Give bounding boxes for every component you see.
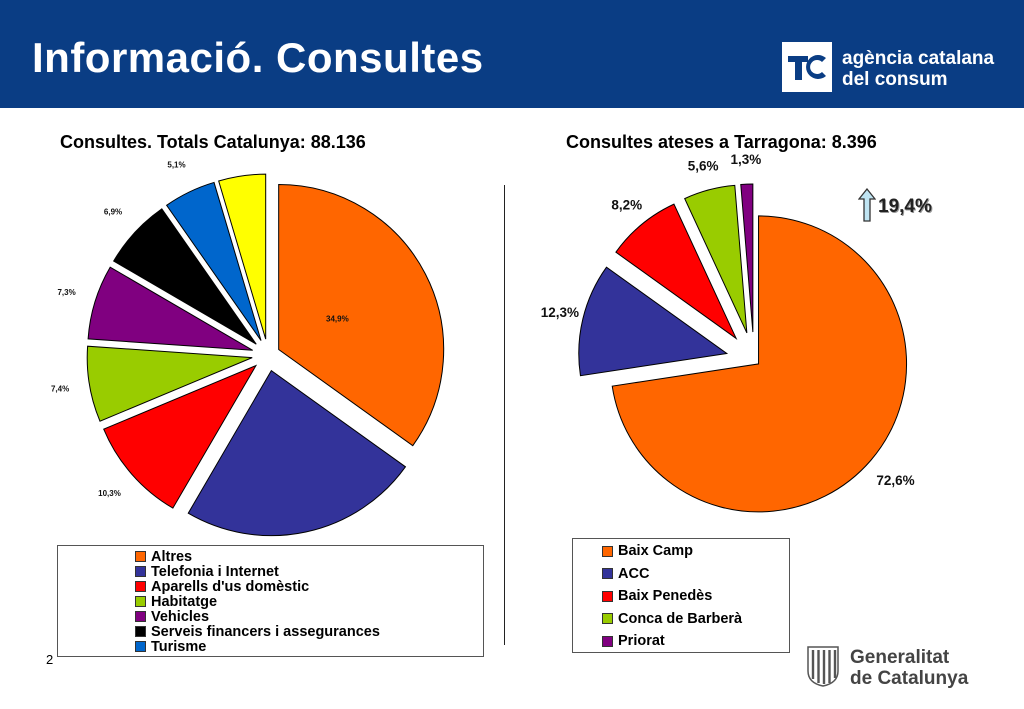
catalunya-legend-swatch-7 — [135, 641, 146, 652]
tarragona-data-label-5: 1,3% — [730, 152, 761, 167]
agency-logo-line1: agència catalana — [842, 48, 995, 69]
tarragona-slice-1 — [611, 215, 908, 513]
legend-tarragona: Baix Camp ACC Baix Penedès Conca de Barberà… — [572, 538, 790, 653]
catalunya-slice-8 — [218, 173, 267, 340]
catalunya-legend-item-4: Habitatge — [135, 593, 218, 610]
catalunya-data-label-4: 7,4% — [51, 384, 69, 393]
generalitat-emblem-icon — [807, 646, 839, 687]
growth-value: 19,4% — [878, 196, 932, 217]
generalitat-text: Generalitat de Catalunya — [850, 647, 968, 689]
tarragona-slice-3 — [615, 203, 738, 340]
up-arrow-icon — [858, 188, 876, 222]
catalunya-legend-item-7: Turisme — [135, 638, 207, 655]
catalunya-legend-swatch-3 — [135, 581, 146, 592]
tarragona-data-label-1: 72,6% — [876, 473, 914, 488]
catalunya-legend-swatch-1 — [135, 551, 146, 562]
catalunya-data-label-3: 10,3% — [98, 489, 121, 498]
catalunya-legend-label-3: Aparells d'us domèstic — [151, 578, 310, 595]
catalunya-legend-item-3: Aparells d'us domèstic — [135, 578, 310, 595]
chart-title-tarragona: Consultes ateses a Tarragona: 8.396 — [566, 132, 877, 152]
catalunya-data-label-6: 6,9% — [104, 207, 122, 216]
page-title: Informació. Consultes — [32, 34, 484, 81]
tarragona-slice-4 — [684, 184, 748, 334]
tarragona-legend-label-5: Priorat — [618, 633, 665, 649]
tarragona-legend-item-5: Priorat — [602, 631, 665, 651]
catalunya-legend-swatch-6 — [135, 626, 146, 637]
tarragona-legend-label-1: Baix Camp — [618, 543, 693, 559]
tarragona-legend-swatch-2 — [602, 568, 613, 579]
catalunya-legend-label-6: Serveis financers i assegurances — [151, 623, 380, 640]
pie-chart-catalunya: 34,9%23,5%10,3%7,4%7,3%6,9%5,1% — [51, 160, 445, 537]
tarragona-legend-label-4: Conca de Barberà — [618, 610, 743, 627]
generalitat-logo: Generalitat de Catalunya — [806, 645, 986, 695]
catalunya-data-label-5: 7,3% — [57, 288, 75, 297]
catalunya-legend-label-1: Altres — [151, 548, 193, 565]
agency-logo-line2: del consum — [842, 69, 948, 90]
catalunya-data-label-1: 34,9% — [326, 314, 349, 323]
catalunya-slice-4 — [86, 345, 253, 422]
tarragona-legend-item-3: Baix Penedès — [602, 586, 712, 606]
catalunya-legend-label-5: Vehicles — [151, 608, 210, 625]
tarragona-slice-2 — [578, 266, 729, 377]
tarragona-slice-5 — [740, 183, 754, 333]
catalunya-slice-2 — [187, 369, 407, 537]
catalunya-legend-item-1: Altres — [135, 548, 193, 565]
tarragona-legend-label-3: Baix Penedès — [618, 588, 713, 604]
catalunya-legend-swatch-5 — [135, 611, 146, 622]
catalunya-legend-label-7: Turisme — [151, 638, 207, 655]
header-bar: Informació. Consultes agència catalana d… — [0, 0, 1024, 108]
chart-title-catalunya: Consultes. Totals Catalunya: 88.136 — [60, 132, 366, 152]
tarragona-legend-swatch-3 — [602, 590, 613, 602]
agency-logo-icon — [782, 42, 832, 92]
catalunya-legend-item-5: Vehicles — [135, 608, 210, 625]
generalitat-line2: de Catalunya — [850, 668, 969, 689]
tarragona-data-label-4: 5,6% — [688, 158, 719, 173]
catalunya-legend-label-2: Telefonia i Internet — [151, 563, 279, 580]
agency-logo: agència catalana del consum — [782, 42, 998, 94]
agency-logo-text: agència catalana del consum — [842, 48, 994, 90]
tarragona-data-label-3: 8,2% — [611, 198, 642, 213]
tarragona-legend-swatch-5 — [602, 635, 613, 647]
legend-catalunya: Altres Telefonia i Internet Aparells d'us … — [57, 545, 484, 657]
catalunya-slice-1 — [278, 184, 445, 447]
tarragona-legend-item-4: Conca de Barberà — [602, 609, 742, 629]
tarragona-data-label-2: 12,3% — [541, 305, 579, 320]
generalitat-line1: Generalitat — [850, 647, 950, 668]
tarragona-legend-item-1: Baix Camp — [602, 541, 693, 561]
growth-indicator: 19,4% — [858, 188, 938, 224]
tarragona-legend-label-2: ACC — [618, 565, 650, 582]
tarragona-legend-item-2: ACC — [602, 564, 649, 584]
catalunya-data-label-7: 5,1% — [167, 160, 185, 169]
tarragona-legend-swatch-4 — [602, 613, 613, 624]
catalunya-slice-3 — [103, 364, 258, 509]
catalunya-legend-swatch-4 — [135, 596, 146, 607]
catalunya-slice-7 — [165, 181, 262, 341]
catalunya-legend-swatch-2 — [135, 566, 146, 577]
catalunya-slice-5 — [87, 266, 253, 351]
catalunya-legend-item-6: Serveis financers i assegurances — [135, 623, 380, 640]
chart-divider — [504, 185, 505, 645]
catalunya-legend-label-4: Habitatge — [151, 593, 218, 610]
catalunya-slice-6 — [113, 208, 257, 345]
catalunya-legend-item-2: Telefonia i Internet — [135, 563, 279, 580]
tarragona-legend-swatch-1 — [602, 545, 613, 557]
page-number: 2 — [46, 652, 54, 667]
pie-chart-tarragona: 72,6% 12,3% 8,2% 5,6% 1,3% — [541, 152, 915, 513]
